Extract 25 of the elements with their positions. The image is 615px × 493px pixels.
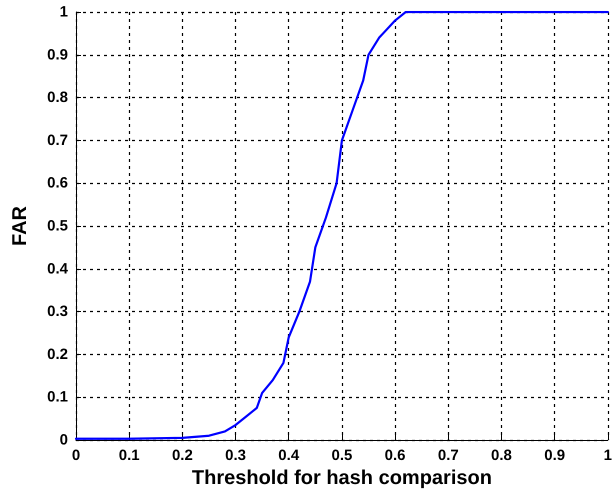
y-tick-label: 0.4 — [47, 260, 69, 278]
y-axis-title: FAR — [9, 205, 31, 246]
x-tick-label: 0.5 — [331, 447, 352, 464]
y-tick-label: 0.7 — [47, 132, 68, 149]
x-tick-label: 0.8 — [491, 447, 512, 464]
y-tick-label: 1 — [60, 4, 68, 20]
x-tick-label: 0.3 — [225, 447, 246, 464]
y-tick-label: 0.5 — [47, 218, 68, 234]
y-tick-label: 0.3 — [47, 303, 68, 320]
line-series — [74, 10, 609, 440]
y-tick-label: 0.2 — [47, 346, 68, 363]
y-tick-label: 0.6 — [47, 174, 68, 192]
y-tick-label: 0.8 — [47, 89, 68, 106]
y-tick-label: 0.1 — [47, 388, 68, 406]
y-tick-label: 0 — [60, 432, 68, 448]
x-tick-label: 0.2 — [172, 447, 193, 464]
x-tick-label: 0.4 — [278, 447, 300, 464]
x-tick-label: 0.6 — [384, 447, 406, 464]
x-axis-title: Threshold for hash comparison — [192, 467, 492, 489]
x-tick-label: 0.1 — [118, 447, 140, 464]
y-tick-label: 0.9 — [47, 46, 68, 64]
x-tick-label: 1 — [604, 447, 612, 464]
x-tick-label: 0.7 — [438, 447, 459, 464]
x-tick-label: 0.9 — [544, 447, 566, 464]
x-tick-label: 0 — [72, 447, 80, 464]
